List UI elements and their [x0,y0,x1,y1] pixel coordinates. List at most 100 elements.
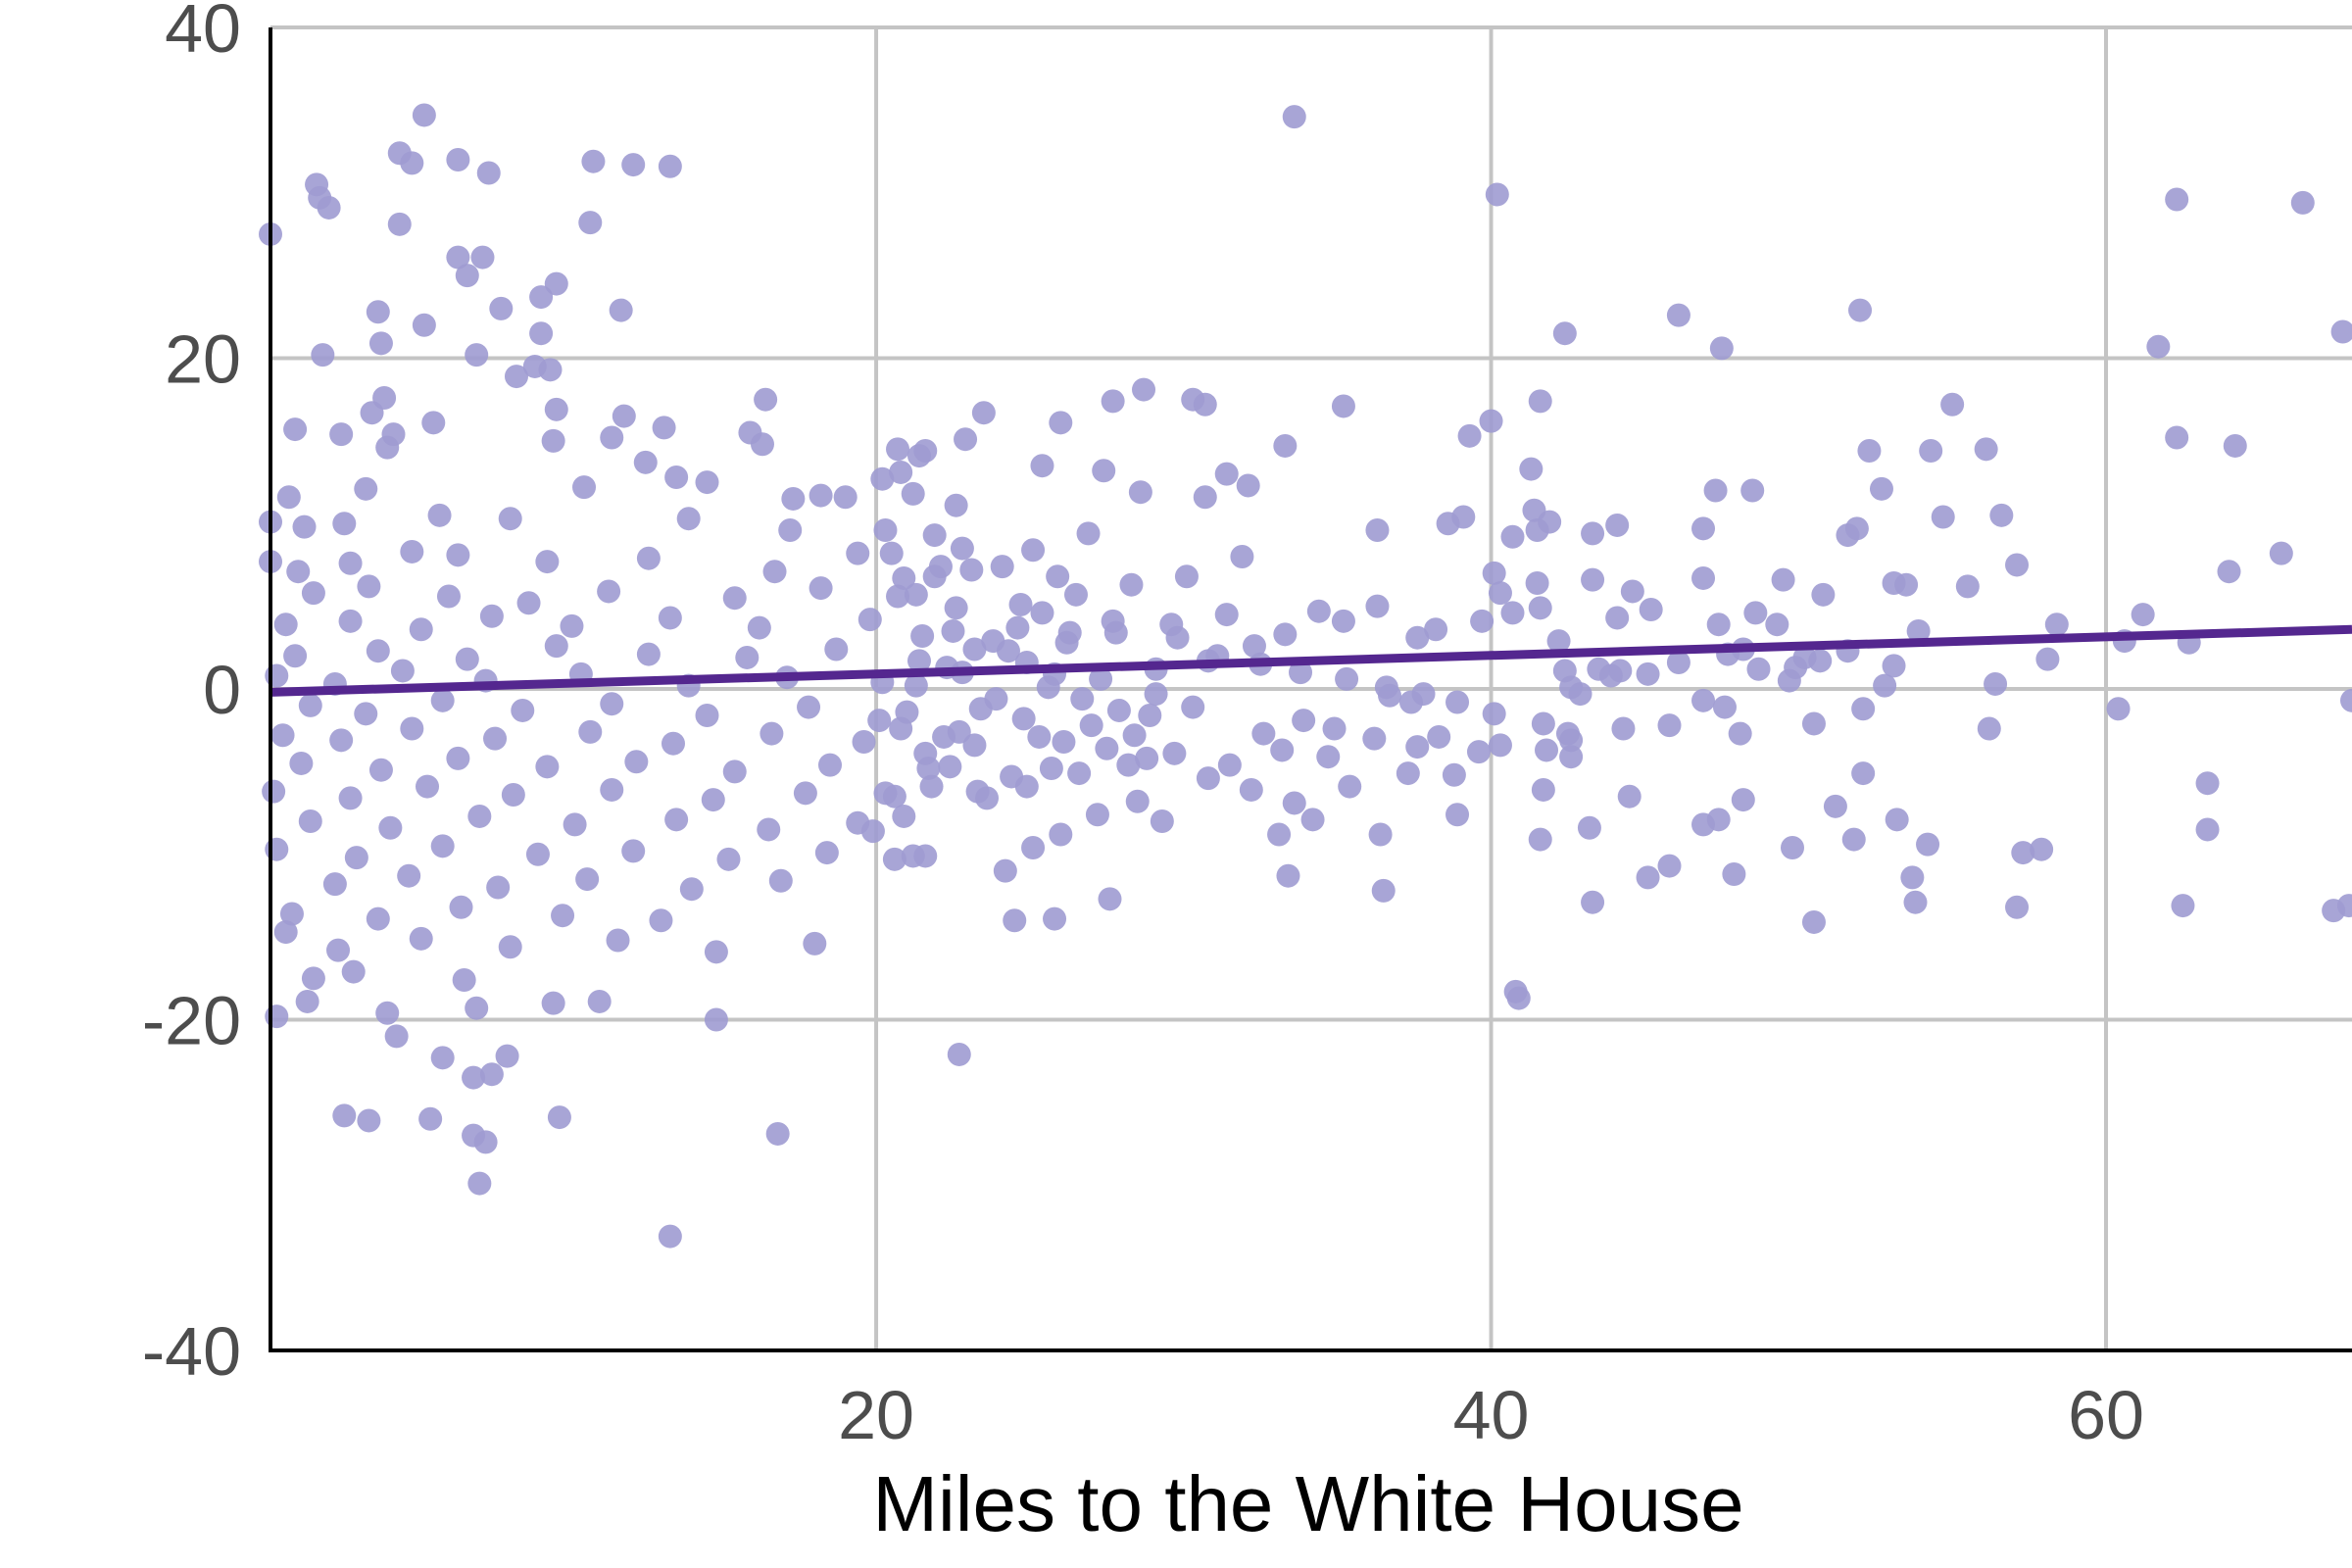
data-point [750,432,774,457]
data-point [1030,454,1054,478]
data-point [778,518,803,542]
data-point [754,387,778,412]
data-point [892,565,916,590]
trend-line [270,624,2352,697]
data-point [1559,728,1584,753]
data-point [1691,565,1716,590]
data-point [2035,647,2060,671]
data-point [1043,906,1067,931]
data-point [1039,757,1063,780]
data-point [286,560,311,584]
data-point [1885,808,1909,832]
data-point [1251,721,1276,746]
data-point [1466,740,1491,764]
data-point [1122,723,1147,748]
data-point [904,582,928,607]
data-point [1823,794,1847,818]
data-point [498,507,522,531]
data-point [824,637,849,662]
data-point [409,617,433,642]
data-point [1989,503,2014,527]
data-point [1098,887,1122,911]
data-point [289,751,314,775]
data-point [1577,815,1601,840]
data-point [1470,609,1494,633]
data-point [1030,601,1054,625]
data-point [1801,711,1826,736]
data-point [317,195,341,220]
data-point [1193,392,1217,416]
data-point [446,148,470,172]
data-point [544,634,568,659]
data-point [2195,771,2220,796]
data-point [2131,603,2155,627]
data-point [446,245,470,270]
data-point [572,475,597,500]
data-point [808,483,833,508]
data-point [1128,480,1152,505]
data-point [387,212,412,236]
data-point [1916,832,1940,857]
data-point [1057,620,1082,645]
data-point [341,959,366,984]
data-point [262,779,286,804]
data-point [1746,657,1771,681]
data-point [427,503,452,527]
data-point [600,692,624,716]
data-point [624,750,649,774]
data-point [760,721,784,746]
data-point [1230,545,1254,568]
data-point [479,604,504,628]
data-point [1396,761,1420,786]
data-point [541,428,565,453]
data-point [384,1024,409,1049]
data-point [357,1108,381,1133]
data-point [676,507,701,531]
data-point [922,564,947,589]
data-point [560,613,584,638]
data-point [1611,716,1636,741]
data-point [265,1004,289,1029]
data-point [483,726,508,751]
data-point [1974,437,1998,462]
data-point [664,808,689,832]
data-point [1011,707,1036,731]
data-point [633,450,658,474]
data-point [446,746,470,770]
data-point [954,427,978,452]
data-point [941,618,965,643]
data-point [846,541,870,565]
data-point [332,512,357,536]
x-axis-title: Miles to the White House [872,1460,1743,1547]
data-point [529,321,554,346]
data-point [311,343,335,368]
data-point [1273,433,1298,458]
data-point [529,285,554,310]
data-point [612,404,636,428]
data-point [400,716,424,741]
data-point [1270,738,1295,762]
data-point [1446,803,1470,827]
data-point [1666,651,1690,674]
data-point [722,586,747,611]
data-point [273,612,298,637]
data-point [1095,736,1119,760]
data-point [525,842,550,866]
data-point [886,584,910,609]
data-point [1442,762,1466,787]
data-point [1371,878,1396,903]
data-point [1138,704,1162,727]
data-point [1273,622,1298,647]
data-point [1076,521,1101,546]
data-point [892,804,916,828]
data-point [1067,761,1092,786]
data-point [938,755,962,779]
data-point [301,966,325,991]
data-point [1666,303,1690,327]
data-point [962,733,987,758]
x-tick-label: 20 [838,1377,914,1453]
data-point [338,786,363,810]
data-point [1000,764,1024,789]
data-point [1457,423,1482,448]
data-point [1405,735,1430,760]
